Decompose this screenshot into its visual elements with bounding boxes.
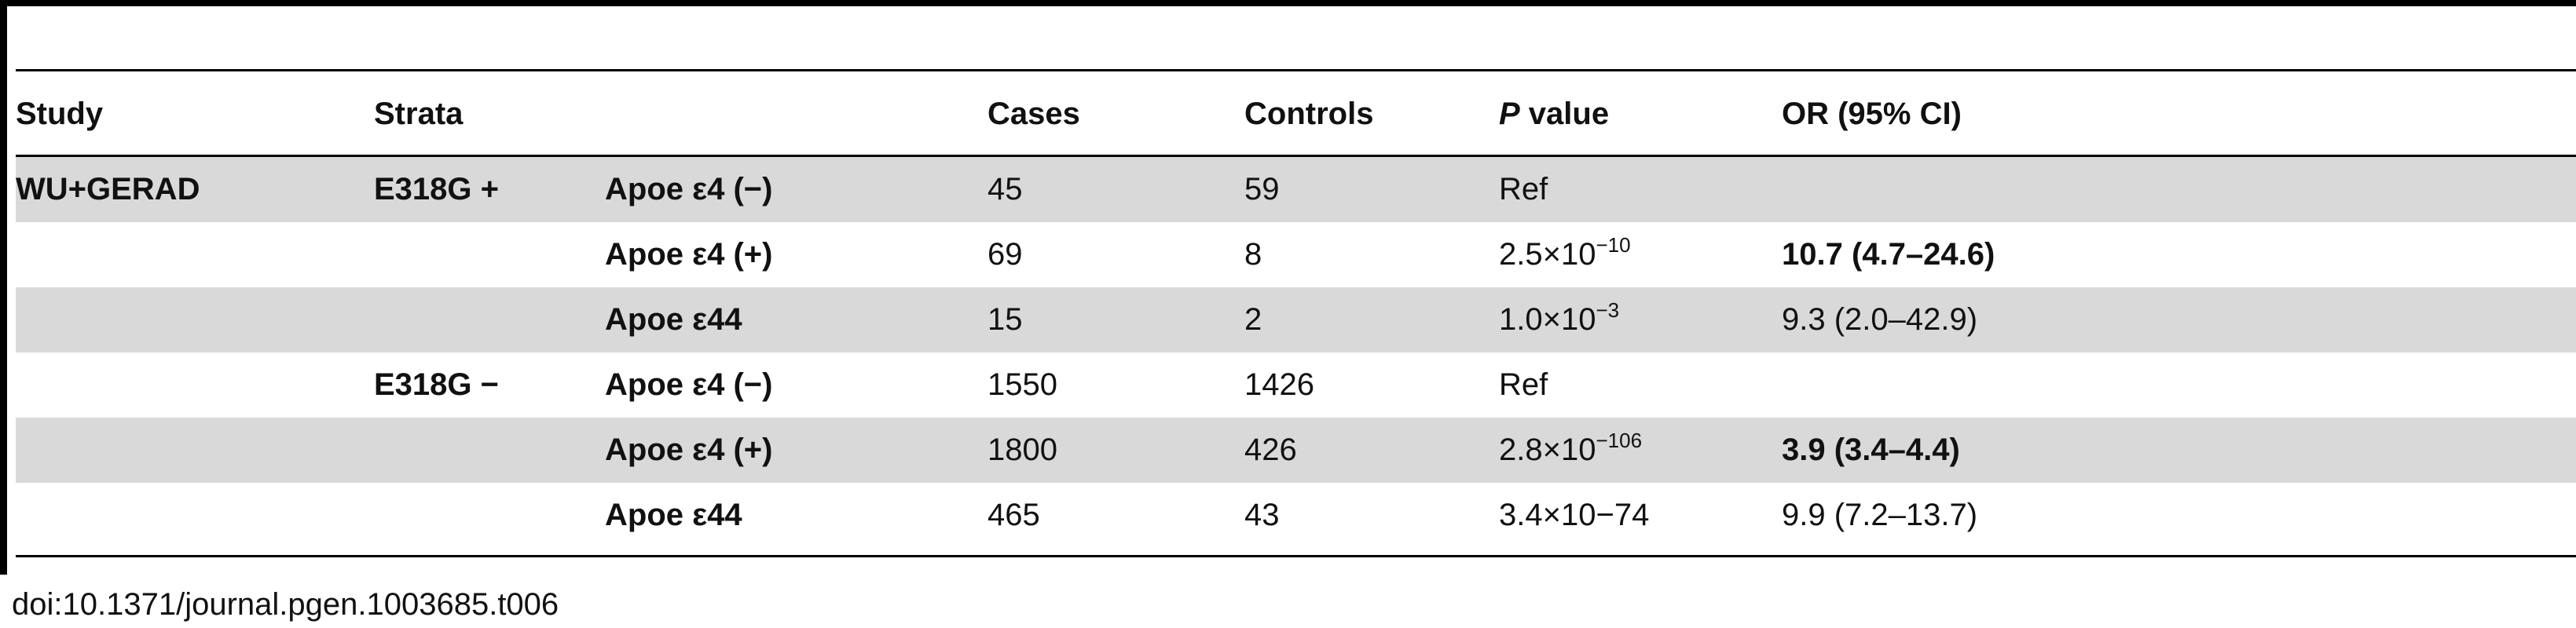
- table-row: Apoe ε44 15 2 1.0×10−3 9.3 (2.0–42.9): [16, 287, 2576, 352]
- p-value-exponent: −106: [1596, 429, 1643, 452]
- header-p-value: P value: [1499, 75, 1609, 153]
- cell-cases: 69: [988, 237, 1023, 272]
- cell-apoe: Apoe ε4 (+): [605, 237, 773, 272]
- p-value-exponent: −3: [1596, 298, 1620, 322]
- cell-or: 9.3 (2.0–42.9): [1782, 302, 1978, 337]
- table-row: Apoe ε4 (+) 69 8 2.5×10−10 10.7 (4.7–24.6): [16, 222, 2576, 287]
- left-border-bar: [0, 0, 7, 575]
- cell-p-value: 2.8×10−106: [1499, 418, 1642, 483]
- doi-caption: doi:10.1371/journal.pgen.1003685.t006: [12, 587, 559, 622]
- cell-p-value: Ref: [1499, 157, 1548, 222]
- p-value-exponent: −10: [1596, 233, 1631, 257]
- cell-apoe: Apoe ε44: [605, 302, 742, 337]
- cell-apoe: Apoe ε44: [605, 498, 742, 532]
- cell-cases: 465: [988, 498, 1040, 532]
- p-value-base: Ref: [1499, 367, 1548, 402]
- table-row: Apoe ε44 465 43 3.4×10−74 9.9 (7.2–13.7): [16, 483, 2576, 548]
- cell-cases: 15: [988, 302, 1023, 337]
- p-value-base: 2.8×10: [1499, 433, 1596, 467]
- cell-cases: 1550: [988, 367, 1057, 402]
- top-rule: [7, 0, 2576, 6]
- cell-strata: E318G +: [374, 172, 500, 206]
- header-study: Study: [16, 97, 104, 131]
- header-top-rule: [16, 69, 2576, 71]
- cell-strata: E318G −: [374, 367, 500, 402]
- header-bottom-rule: [16, 155, 2576, 157]
- cell-apoe: Apoe ε4 (−): [605, 172, 773, 206]
- cell-cases: 45: [988, 172, 1023, 206]
- cell-controls: 2: [1244, 302, 1262, 337]
- cell-controls: 59: [1244, 172, 1280, 206]
- header-strata: Strata: [374, 97, 464, 131]
- cell-or: 9.9 (7.2–13.7): [1782, 498, 1978, 532]
- p-value-base: Ref: [1499, 172, 1548, 206]
- table-row: Apoe ε4 (+) 1800 426 2.8×10−106 3.9 (3.4–4.4…: [16, 418, 2576, 483]
- cell-p-value: 2.5×10−10: [1499, 222, 1631, 287]
- header-p-italic: P: [1499, 97, 1520, 131]
- cell-study: WU+GERAD: [16, 172, 200, 206]
- cell-p-value: Ref: [1499, 352, 1548, 418]
- p-value-base: 3.4×10−74: [1499, 498, 1650, 532]
- cell-controls: 43: [1244, 498, 1280, 532]
- cell-apoe: Apoe ε4 (−): [605, 367, 773, 402]
- cell-or: 3.9 (3.4–4.4): [1782, 433, 1960, 467]
- header-controls: Controls: [1244, 97, 1374, 131]
- header-or: OR (95% CI): [1782, 97, 1962, 131]
- header-row: Study Strata Cases Controls P value OR (…: [16, 75, 2576, 153]
- cell-controls: 426: [1244, 433, 1297, 467]
- p-value-base: 2.5×10: [1499, 237, 1596, 272]
- p-value-base: 1.0×10: [1499, 302, 1596, 337]
- table-row: E318G − Apoe ε4 (−) 1550 1426 Ref: [16, 352, 2576, 418]
- table-bottom-rule: [16, 555, 2576, 557]
- table-row: WU+GERAD E318G + Apoe ε4 (−) 45 59 Ref: [16, 157, 2576, 222]
- cell-apoe: Apoe ε4 (+): [605, 433, 773, 467]
- cell-p-value: 3.4×10−74: [1499, 483, 1649, 548]
- cell-or: 10.7 (4.7–24.6): [1782, 237, 1995, 272]
- cell-cases: 1800: [988, 433, 1057, 467]
- cell-controls: 1426: [1244, 367, 1314, 402]
- cell-controls: 8: [1244, 237, 1262, 272]
- header-cases: Cases: [988, 97, 1080, 131]
- cell-p-value: 1.0×10−3: [1499, 287, 1619, 352]
- header-p-rest: value: [1519, 97, 1610, 131]
